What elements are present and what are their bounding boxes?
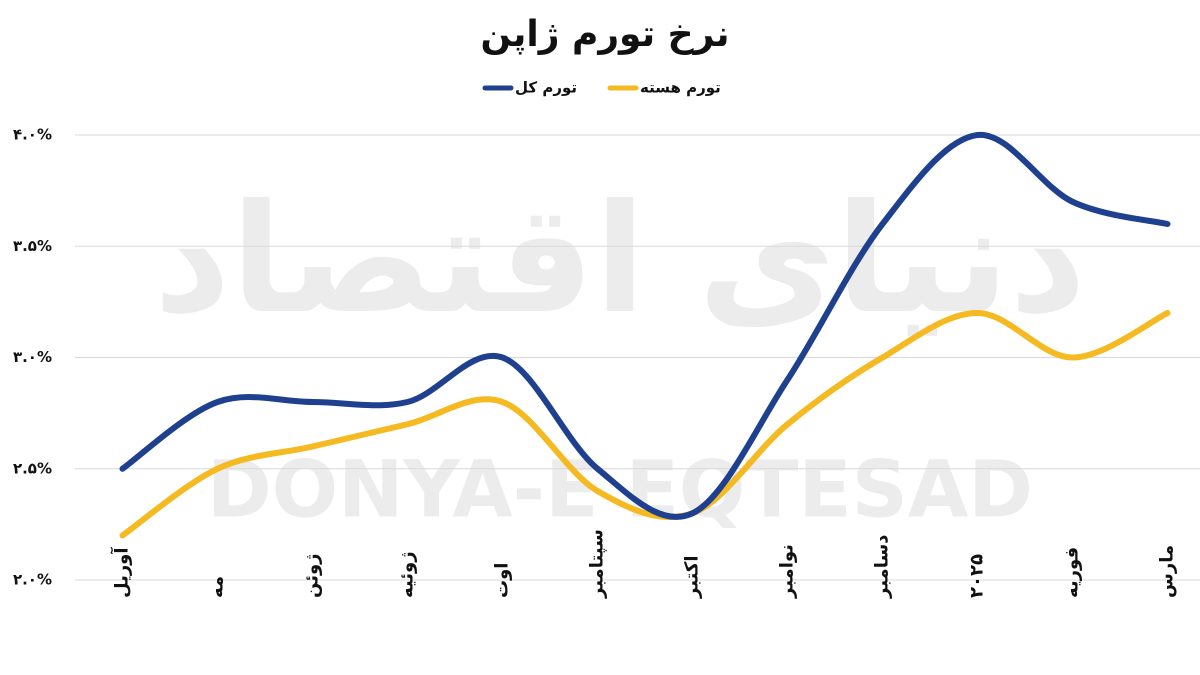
x-tick-label: فوریه	[1062, 547, 1083, 598]
x-tick-label: اکتبر	[682, 555, 703, 599]
x-tick-label: ژوئن	[302, 553, 323, 598]
line-series	[119, 309, 1171, 539]
chart-title: نرخ تورم ژاپن	[480, 14, 729, 55]
x-tick-label: ۲۰۲۵	[967, 554, 988, 598]
x-tick-label: اوت	[492, 563, 513, 598]
x-tick-label: مارس	[1157, 545, 1178, 598]
y-tick-label: ۴.۰%	[13, 126, 52, 144]
legend-label: تورم هسته	[640, 79, 721, 97]
x-tick-label: نوامبر	[777, 544, 798, 599]
x-tick-label: سپتامبر	[587, 529, 608, 599]
watermark: دنیای اقتصاد	[154, 173, 1087, 347]
y-tick-label: ۲.۰%	[13, 571, 52, 589]
line-series	[119, 131, 1171, 520]
x-tick-label: ژوئیه	[397, 551, 418, 598]
y-tick-label: ۲.۵%	[13, 459, 52, 477]
y-tick-label: ۳.۰%	[13, 348, 52, 366]
legend-label: تورم کل	[515, 79, 577, 97]
x-tick-label: آوریل	[110, 547, 133, 598]
x-tick-label: مه	[207, 576, 228, 598]
y-tick-label: ۳.۵%	[13, 237, 52, 255]
x-tick-label: دسامبر	[872, 535, 893, 599]
